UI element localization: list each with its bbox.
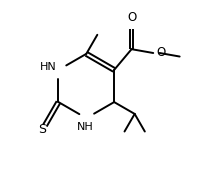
Text: O: O bbox=[156, 46, 165, 59]
Text: NH: NH bbox=[77, 122, 94, 132]
Text: S: S bbox=[38, 123, 46, 136]
Text: O: O bbox=[127, 11, 136, 24]
Text: HN: HN bbox=[40, 62, 56, 72]
